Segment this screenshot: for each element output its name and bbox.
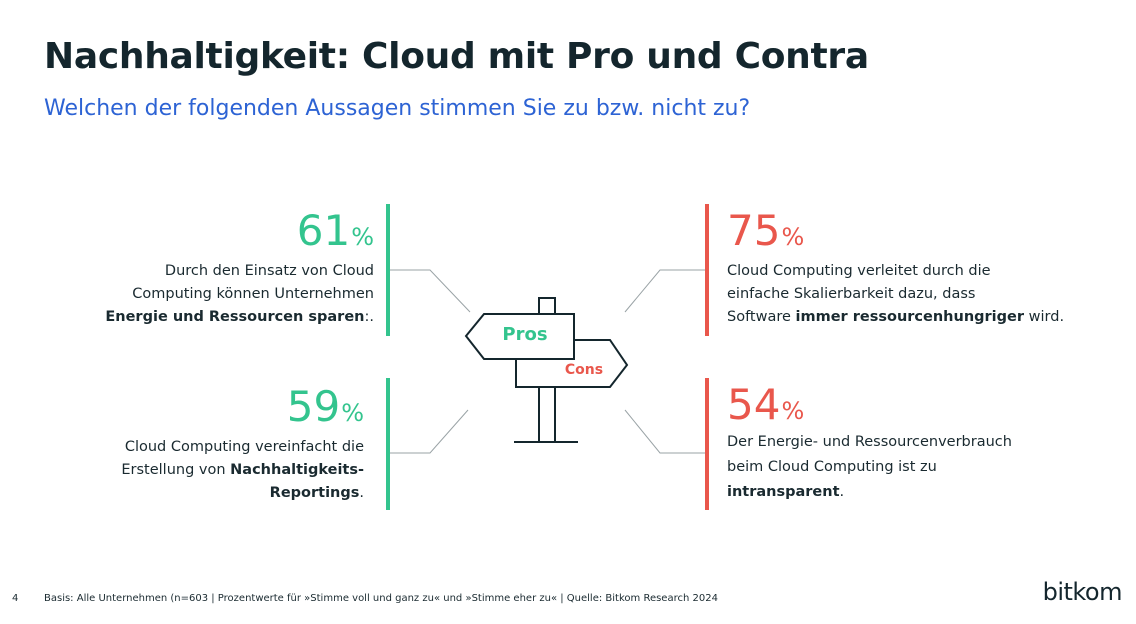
source-note: Basis: Alle Unternehmen (n=603 | Prozent…	[44, 593, 718, 604]
statement-line: Reportings.	[269, 485, 364, 501]
statement-line: Der Energie- und Ressourcenverbrauch	[727, 434, 1012, 450]
connector-line-pro-1	[390, 269, 471, 313]
connector-line-con-1	[624, 269, 705, 313]
con-stat-1: 75%	[727, 210, 804, 252]
con-accent-bar	[705, 378, 709, 510]
con-stat-2: 54%	[727, 384, 804, 426]
cons-sign-label: Cons	[564, 362, 604, 378]
stat-unit: %	[781, 397, 805, 425]
stat-value: 54	[727, 380, 781, 429]
con-accent-bar	[705, 204, 709, 336]
statement-line: intransparent.	[727, 484, 845, 500]
bitkom-logo: bitkom	[1042, 578, 1123, 606]
statement-line: beim Cloud Computing ist zu	[727, 459, 937, 475]
statement-line: Cloud Computing vereinfacht die	[124, 439, 364, 455]
pro-statement-2: Cloud Computing vereinfacht die Erstellu…	[121, 436, 364, 505]
page-number: 4	[12, 593, 19, 604]
connector-line-con-2	[624, 409, 705, 454]
stat-unit: %	[781, 223, 805, 251]
pro-accent-bar	[386, 204, 390, 336]
page-title: Nachhaltigkeit: Cloud mit Pro und Contra	[44, 36, 869, 77]
statement-line: einfache Skalierbarkeit dazu, dass	[727, 286, 976, 302]
stat-unit: %	[341, 399, 364, 427]
connector-line-pro-2	[390, 409, 469, 454]
statement-line: Computing können Unternehmen	[132, 286, 374, 302]
pros-sign-label: Pros	[502, 324, 548, 345]
statement-line: Erstellung von Nachhaltigkeits-	[121, 462, 364, 478]
pro-stat-1: 61%	[297, 210, 374, 252]
stat-unit: %	[351, 223, 374, 251]
pro-stat-2: 59%	[287, 386, 364, 428]
stat-value: 61	[296, 206, 351, 255]
statement-line: Software immer ressourcenhungriger wird.	[727, 309, 1065, 325]
con-statement-2: Der Energie- und Ressourcenverbrauch bei…	[727, 430, 1012, 505]
signpost-icon	[464, 297, 629, 443]
stat-value: 59	[286, 382, 341, 431]
statement-line: Durch den Einsatz von Cloud	[164, 263, 374, 279]
stat-value: 75	[727, 206, 781, 255]
statement-line: Energie und Ressourcen sparen:.	[105, 309, 374, 325]
page-subtitle: Welchen der folgenden Aussagen stimmen S…	[44, 96, 751, 121]
pro-accent-bar	[386, 378, 390, 510]
statement-line: Cloud Computing verleitet durch die	[727, 263, 991, 279]
pro-statement-1: Durch den Einsatz von Cloud Computing kö…	[105, 260, 374, 329]
con-statement-1: Cloud Computing verleitet durch die einf…	[727, 260, 1064, 329]
